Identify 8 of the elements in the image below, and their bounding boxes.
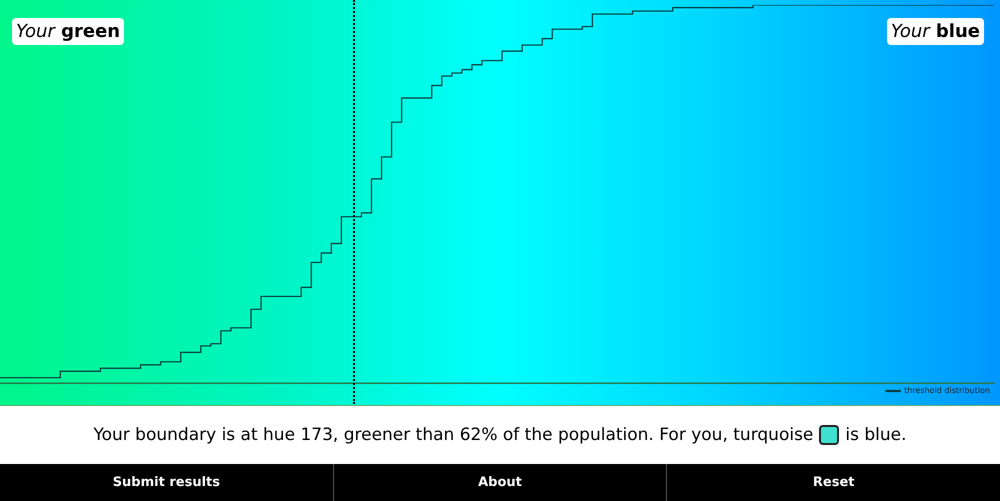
text: About <box>332 464 666 501</box>
legend-label: threshold distribution <box>904 386 990 396</box>
text: Submit results <box>112 474 221 492</box>
text: Your boundary is at hue 173, greener than 62% of the population. For you, turquoise <box>93 425 814 445</box>
text: Reset <box>666 464 1000 501</box>
text: is blue. <box>845 425 907 445</box>
annotation: Your blue <box>890 21 980 42</box>
annotation: Your green <box>16 21 120 42</box>
